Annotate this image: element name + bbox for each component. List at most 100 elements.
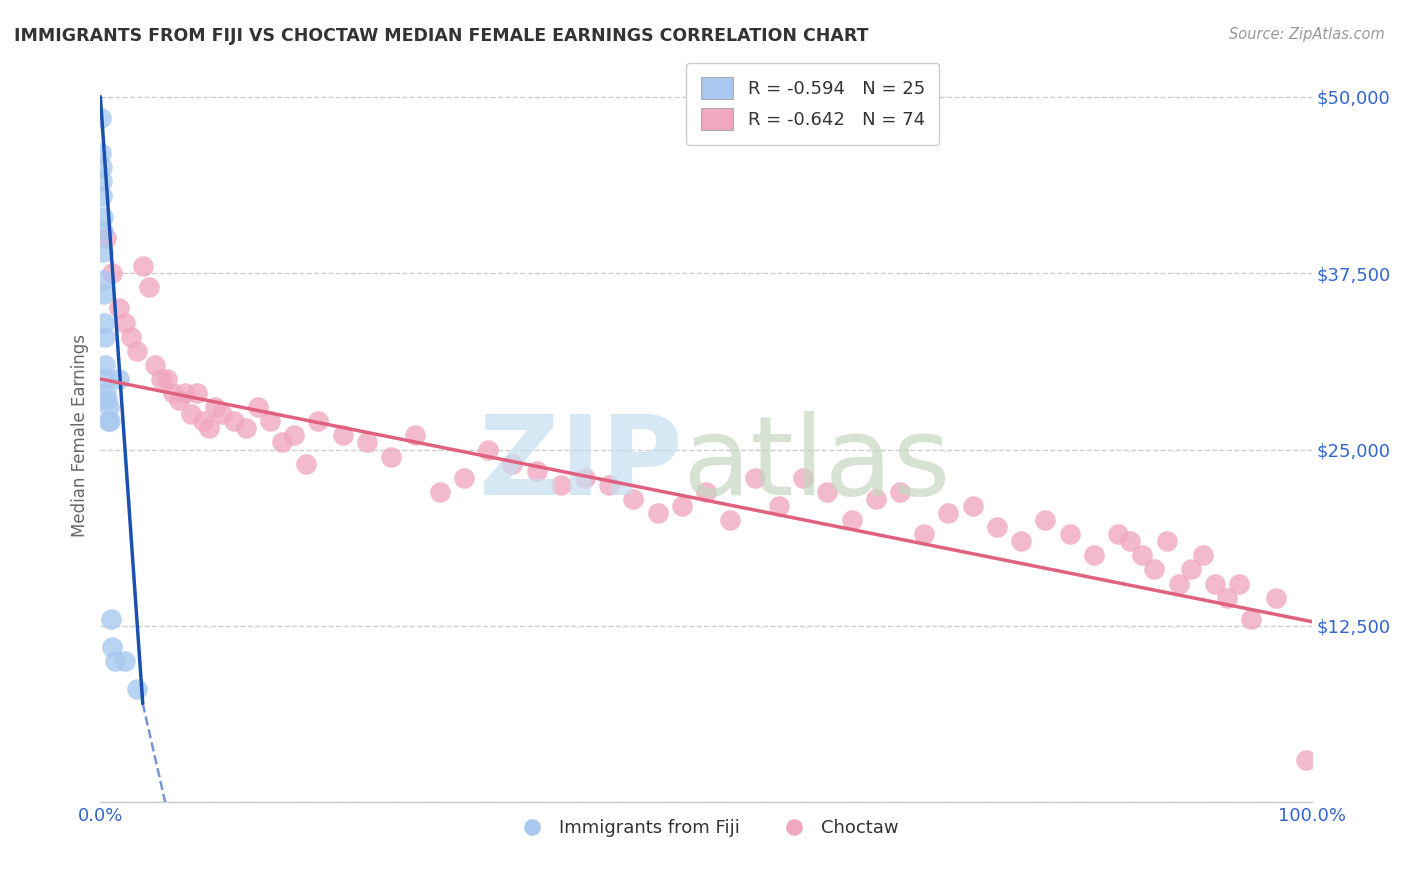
Point: [986, 520, 1008, 534]
Point: [1130, 549, 1153, 563]
Point: [174, 386, 197, 401]
Point: [1192, 549, 1215, 563]
Point: [101, 266, 124, 280]
Text: IMMIGRANTS FROM FIJI VS CHOCTAW MEDIAN FEMALE EARNINGS CORRELATION CHART: IMMIGRANTS FROM FIJI VS CHOCTAW MEDIAN F…: [14, 27, 869, 45]
Point: [429, 484, 451, 499]
Point: [91, 224, 114, 238]
Point: [1083, 549, 1105, 563]
Point: [271, 435, 294, 450]
Point: [477, 442, 499, 457]
Point: [186, 386, 208, 401]
Point: [550, 477, 572, 491]
Point: [1119, 534, 1142, 549]
Point: [162, 386, 184, 401]
Point: [211, 407, 233, 421]
Point: [93, 329, 115, 343]
Point: [91, 210, 114, 224]
Point: [93, 316, 115, 330]
Point: [93, 287, 115, 301]
Text: atlas: atlas: [682, 411, 950, 518]
Point: [101, 640, 124, 654]
Point: [1240, 612, 1263, 626]
Point: [222, 414, 245, 428]
Point: [792, 471, 814, 485]
Point: [114, 316, 136, 330]
Point: [295, 457, 318, 471]
Point: [1216, 591, 1239, 605]
Text: Source: ZipAtlas.com: Source: ZipAtlas.com: [1229, 27, 1385, 42]
Point: [94, 372, 117, 386]
Point: [574, 471, 596, 485]
Point: [90, 146, 112, 161]
Point: [259, 414, 281, 428]
Point: [120, 329, 142, 343]
Point: [167, 393, 190, 408]
Point: [125, 682, 148, 697]
Point: [235, 421, 257, 435]
Point: [1227, 576, 1250, 591]
Point: [107, 372, 129, 386]
Point: [156, 372, 179, 386]
Point: [889, 484, 911, 499]
Point: [204, 400, 226, 414]
Point: [138, 280, 160, 294]
Point: [283, 428, 305, 442]
Point: [695, 484, 717, 499]
Point: [114, 654, 136, 668]
Point: [356, 435, 378, 450]
Point: [1143, 562, 1166, 576]
Point: [1180, 562, 1202, 576]
Legend: Immigrants from Fiji, Choctaw: Immigrants from Fiji, Choctaw: [506, 812, 905, 845]
Point: [912, 527, 935, 541]
Point: [815, 484, 838, 499]
Point: [100, 612, 122, 626]
Point: [90, 161, 112, 175]
Point: [526, 464, 548, 478]
Point: [962, 499, 984, 513]
Point: [97, 414, 120, 428]
Point: [1033, 513, 1056, 527]
Point: [107, 301, 129, 316]
Point: [246, 400, 269, 414]
Point: [718, 513, 741, 527]
Point: [96, 231, 118, 245]
Point: [90, 111, 112, 125]
Point: [98, 414, 121, 428]
Point: [149, 372, 172, 386]
Point: [501, 457, 523, 471]
Point: [1059, 527, 1081, 541]
Point: [1264, 591, 1286, 605]
Point: [1167, 576, 1189, 591]
Point: [198, 421, 221, 435]
Point: [180, 407, 202, 421]
Point: [193, 414, 215, 428]
Point: [143, 358, 166, 372]
Point: [1295, 753, 1317, 767]
Point: [744, 471, 766, 485]
Point: [623, 491, 645, 506]
Point: [125, 343, 148, 358]
Point: [938, 506, 960, 520]
Point: [91, 244, 114, 259]
Point: [647, 506, 669, 520]
Point: [307, 414, 329, 428]
Point: [132, 259, 155, 273]
Point: [404, 428, 426, 442]
Point: [380, 450, 402, 464]
Point: [865, 491, 887, 506]
Point: [96, 393, 118, 408]
Point: [94, 358, 117, 372]
Point: [1010, 534, 1032, 549]
Point: [104, 654, 127, 668]
Point: [1107, 527, 1129, 541]
Point: [97, 400, 120, 414]
Point: [90, 174, 112, 188]
Point: [332, 428, 354, 442]
Point: [96, 386, 118, 401]
Text: ZIP: ZIP: [478, 411, 682, 518]
Point: [768, 499, 790, 513]
Point: [91, 188, 114, 202]
Point: [1204, 576, 1226, 591]
Point: [598, 477, 620, 491]
Point: [93, 273, 115, 287]
